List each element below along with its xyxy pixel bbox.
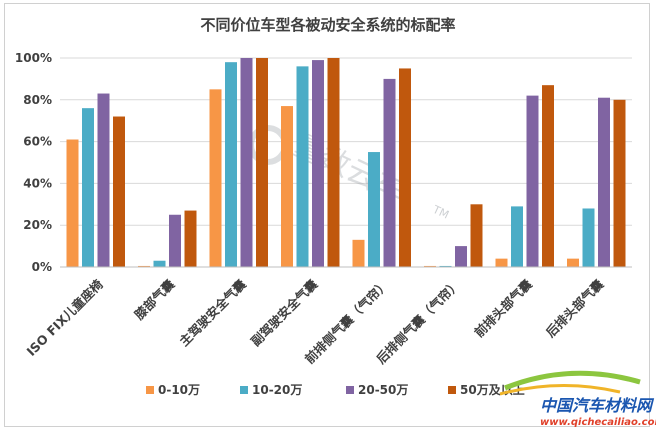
- bar: [542, 85, 554, 267]
- bar: [383, 78, 396, 268]
- bar: [113, 116, 125, 268]
- bar: [138, 265, 150, 267]
- x-category-label: 后排头部气囊: [543, 276, 607, 340]
- bar: [613, 99, 626, 267]
- bar: [153, 260, 166, 267]
- logo-url: www.qichecailiao.com: [540, 417, 656, 428]
- bar: [399, 68, 411, 267]
- bar: [352, 239, 365, 267]
- y-tick-label: 40%: [23, 176, 52, 190]
- x-category-label: 膝部气囊: [131, 276, 177, 322]
- bar: [582, 208, 595, 267]
- site-logo: 中国汽车材料网 www.qichecailiao.com: [499, 370, 656, 428]
- x-category-label: 前排头部气囊: [471, 276, 535, 340]
- x-category-label: 主驾驶安全气囊: [176, 276, 249, 349]
- legend-label: 0-10万: [158, 383, 200, 397]
- y-tick-label: 60%: [23, 135, 52, 149]
- legend-label: 20-50万: [358, 383, 408, 397]
- bars: [66, 58, 626, 268]
- bar: [327, 58, 340, 267]
- bar: [455, 246, 467, 267]
- bar: [97, 93, 110, 267]
- logo-name: 中国汽车材料网: [540, 396, 655, 415]
- bar: [82, 108, 94, 267]
- watermark-tm: TM: [430, 203, 451, 222]
- bar: [511, 206, 523, 267]
- legend-swatch: [240, 386, 248, 394]
- bar: [495, 258, 508, 267]
- legend-swatch: [448, 386, 456, 394]
- bar: [296, 66, 309, 267]
- bar: [169, 214, 181, 267]
- x-category-label: 副驾驶安全气囊: [248, 276, 321, 349]
- y-axis-ticks: 0% 20% 40% 60% 80% 100%: [15, 51, 52, 274]
- y-tick-label: 0%: [32, 260, 52, 274]
- bar: [225, 62, 237, 268]
- bar: [256, 58, 268, 267]
- bar: [368, 152, 380, 267]
- legend-swatch: [146, 386, 154, 394]
- bar: [526, 95, 539, 268]
- bar: [470, 204, 483, 267]
- legend: 0-10万 10-20万 20-50万 50万及以上: [146, 382, 525, 397]
- legend-swatch: [346, 386, 354, 394]
- bar: [240, 58, 253, 267]
- y-tick-label: 80%: [23, 93, 52, 107]
- bar: [567, 258, 579, 267]
- x-axis-categories: ISO FIX儿童座椅 膝部气囊 主驾驶安全气囊 副驾驶安全气囊前排侧气囊（气帘）后排…: [24, 276, 607, 367]
- y-tick-label: 20%: [23, 218, 52, 232]
- x-category-label: ISO FIX儿童座椅: [24, 276, 107, 359]
- y-tick-label: 100%: [15, 51, 52, 65]
- bar: [439, 265, 452, 267]
- bar: [209, 89, 222, 267]
- bar: [66, 139, 79, 267]
- chart-title: 不同价位车型各被动安全系统的标配率: [200, 16, 455, 34]
- bar: [184, 210, 197, 267]
- bar: [424, 265, 436, 267]
- legend-label: 10-20万: [252, 383, 302, 397]
- bar: [598, 97, 610, 268]
- bar: [281, 106, 293, 267]
- bar: [312, 60, 324, 268]
